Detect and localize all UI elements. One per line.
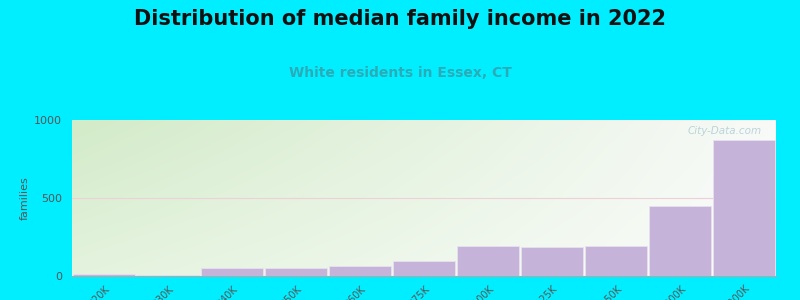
Bar: [649, 206, 711, 276]
Bar: [713, 140, 775, 276]
Text: City-Data.com: City-Data.com: [688, 126, 762, 136]
Bar: [137, 275, 199, 276]
Bar: [265, 268, 327, 276]
Bar: [457, 246, 519, 276]
Text: Distribution of median family income in 2022: Distribution of median family income in …: [134, 9, 666, 29]
Bar: [201, 268, 263, 276]
Bar: [393, 261, 455, 276]
Bar: [521, 247, 583, 276]
Y-axis label: families: families: [20, 176, 30, 220]
Bar: [73, 274, 135, 276]
Text: White residents in Essex, CT: White residents in Essex, CT: [289, 66, 511, 80]
Bar: [585, 246, 647, 276]
Bar: [329, 266, 391, 276]
